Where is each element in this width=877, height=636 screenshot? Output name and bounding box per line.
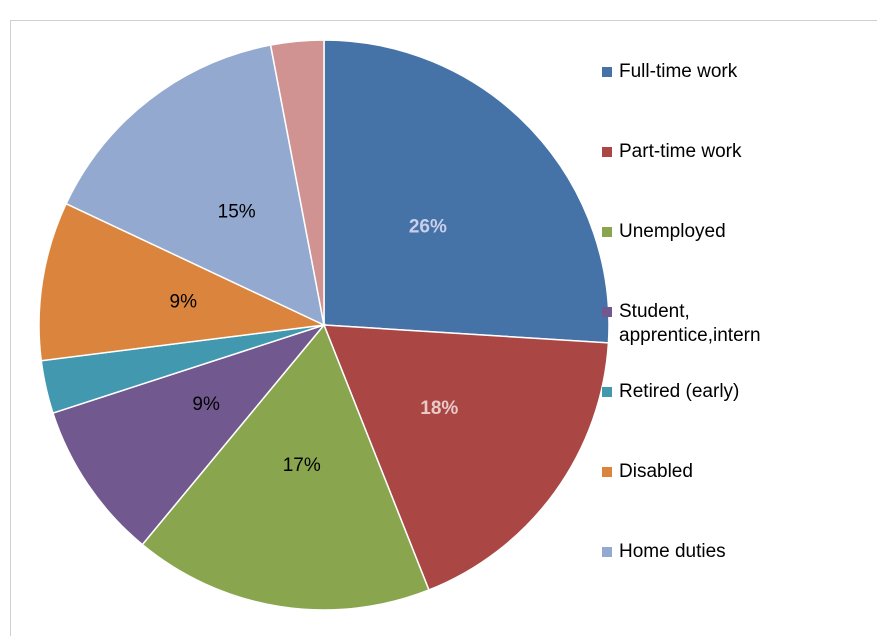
legend-swatch — [602, 387, 612, 397]
chart-border — [10, 20, 877, 636]
data-label: 15% — [218, 201, 256, 222]
legend-swatch — [602, 467, 612, 477]
legend-entry: Retired (early) — [602, 380, 802, 404]
data-label: 17% — [283, 455, 321, 476]
data-label: 9% — [192, 394, 220, 415]
legend-label: Retired (early) — [619, 381, 740, 402]
pie-slice — [323, 39, 610, 344]
pie-slice — [65, 44, 326, 327]
legend-entry: Unemployed — [602, 220, 802, 244]
data-label: 26% — [409, 216, 447, 237]
pie-slice — [141, 323, 430, 611]
legend-entry: Home duties — [602, 540, 802, 564]
legend-label: Part-time work — [619, 141, 742, 162]
legend-label: Disabled — [619, 461, 693, 482]
legend-label: Unemployed — [619, 221, 726, 242]
legend-swatch — [602, 547, 612, 557]
legend-entry: Disabled — [602, 460, 802, 484]
legend-entry: Student, apprentice,intern — [602, 300, 802, 348]
pie-slice — [322, 324, 610, 591]
data-label: 18% — [420, 398, 458, 419]
legend-entry: Part-time work — [602, 140, 802, 164]
legend-swatch — [602, 307, 612, 317]
legend-swatch — [602, 227, 612, 237]
data-label: 9% — [170, 292, 198, 313]
pie-slice — [38, 202, 327, 362]
legend-swatch — [602, 147, 612, 157]
pie-slice — [269, 39, 325, 326]
pie-slice — [52, 323, 327, 546]
legend-label: Student, apprentice,intern — [619, 301, 761, 346]
legend-swatch — [602, 67, 612, 77]
legend-label: Full-time work — [619, 61, 738, 82]
legend-entry: Full-time work — [602, 60, 802, 84]
legend-label: Home duties — [619, 541, 726, 562]
